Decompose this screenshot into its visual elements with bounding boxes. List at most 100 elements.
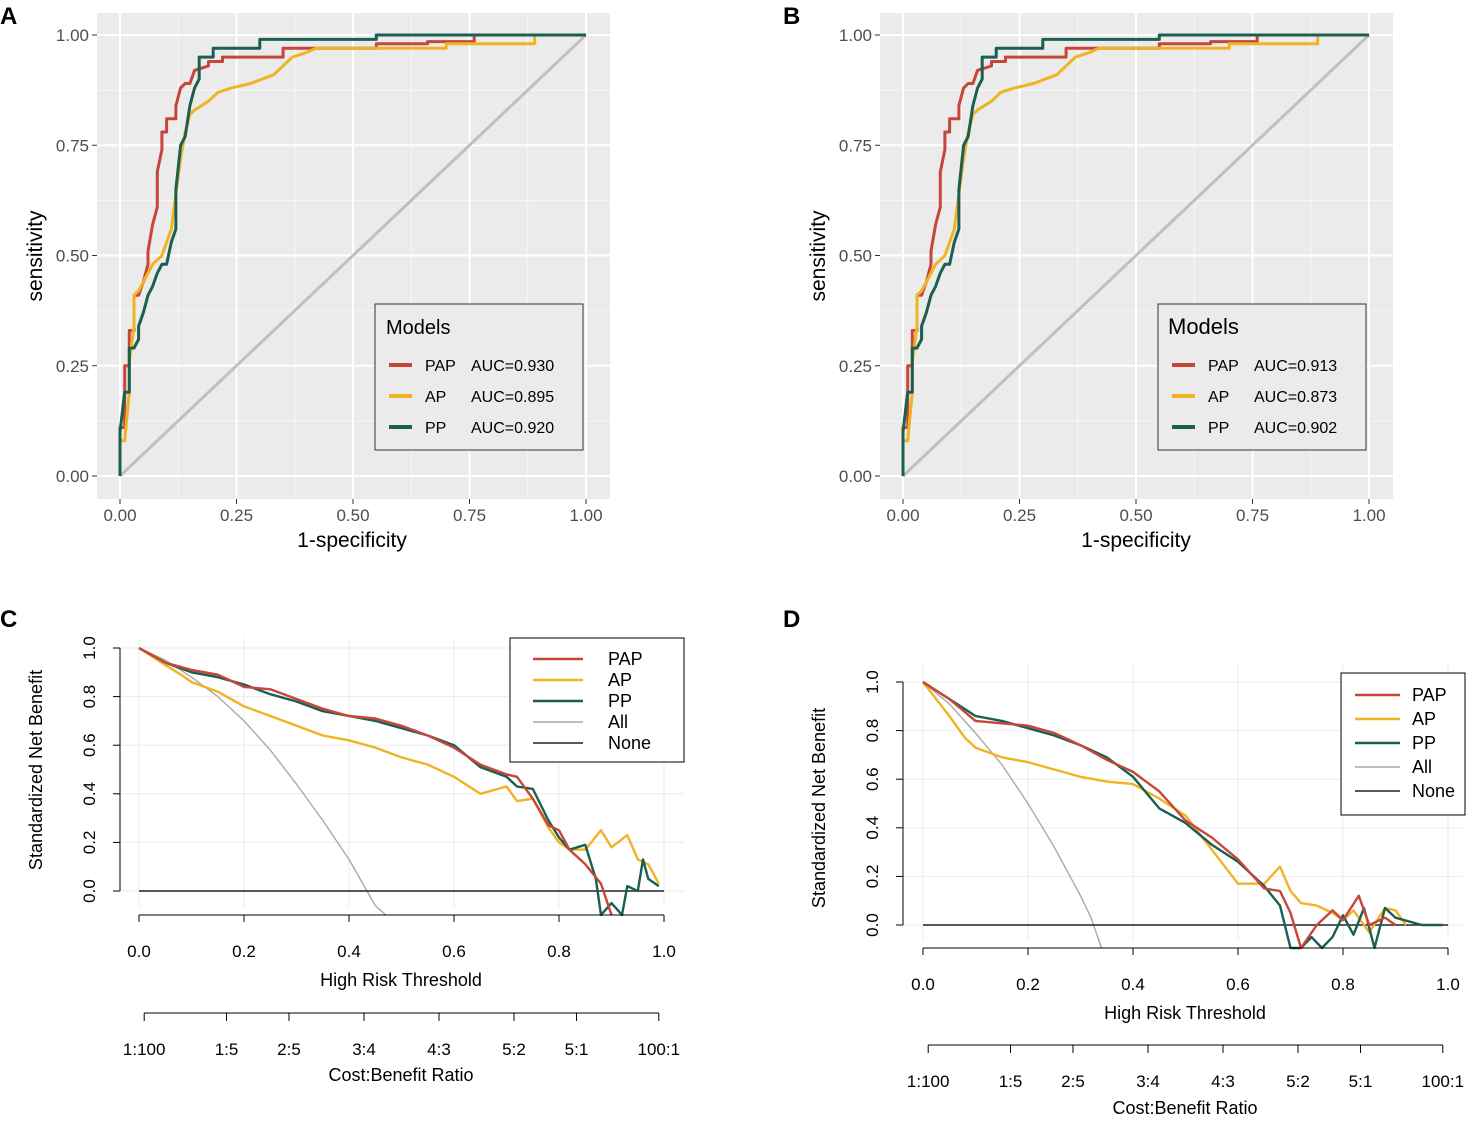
roc-A-legend-auc-PAP: AUC=0.930 (471, 358, 554, 375)
dca-D-xtick-label: 0.4 (1121, 975, 1145, 994)
panel-A: A 0.00 0.00 0.25 0.25 0.50 0.50 0.75 0.75 1.00 1.… (0, 3, 610, 552)
roc-B-ylabel: sensitivity (807, 210, 830, 302)
roc-B-ytick-label: 0.75 (839, 136, 872, 155)
dca-D-curve-All (922, 681, 1103, 949)
roc-B-xtick-label: 0.50 (1119, 506, 1152, 525)
roc-A-legend-title: Models (386, 317, 450, 339)
dca-D-ytick-label: 0.0 (863, 913, 882, 937)
dca-D-cost-benefit-tick-label: 4:3 (1211, 1072, 1235, 1091)
dca-C-curves (138, 646, 664, 917)
dca-D-xtick-label: 0.2 (1016, 975, 1040, 994)
dca-D-cost-benefit-label: Cost:Benefit Ratio (1112, 1098, 1257, 1118)
roc-A-xtick-label: 0.00 (103, 506, 136, 525)
roc-B-legend-auc-PP: AUC=0.902 (1254, 420, 1337, 437)
roc-A-legend-auc-PP: AUC=0.920 (471, 420, 554, 437)
roc-B-xtick-label: 0.25 (1003, 506, 1036, 525)
roc-A-axis-ticks: 0.00 0.00 0.25 0.25 0.50 0.50 0.75 0.75 1.00 1.00 (56, 26, 603, 525)
dca-D-curves (922, 680, 1448, 950)
roc-B-curve-PP (901, 33, 1369, 476)
roc-A-xtick-label: 1.00 (569, 506, 602, 525)
roc-B-ytick-label: 0.00 (839, 467, 872, 486)
roc-B-xtick-label: 0.75 (1236, 506, 1269, 525)
roc-A-curves (118, 33, 586, 476)
roc-A-legend: Models PAP AUC=0.930 AP AUC=0.895 PP AUC… (374, 303, 584, 451)
dca-D-xtick-label: 0.6 (1226, 975, 1250, 994)
panel-B: B 0.00 0.00 0.25 0.25 0.50 0.50 0.75 0.75 1.00 1.… (783, 3, 1393, 552)
roc-B-legend-auc-AP: AUC=0.873 (1254, 389, 1337, 406)
dca-D-cost-benefit-tick-label: 2:5 (1061, 1072, 1085, 1091)
roc-A-ylabel: sensitivity (24, 210, 47, 302)
roc-B-xtick-label: 0.00 (886, 506, 919, 525)
dca-C-cost-benefit-tick-label: 2:5 (277, 1040, 301, 1059)
dca-D-cost-benefit-tick-label: 5:2 (1286, 1072, 1310, 1091)
roc-B-ytick-label: 0.50 (839, 247, 872, 266)
panel-label-B: B (783, 3, 800, 30)
dca-C-cost-benefit-tick-label: 4:3 (427, 1040, 451, 1059)
dca-C-legend-label-AP: AP (608, 670, 632, 690)
roc-A-legend-auc-AP: AUC=0.895 (471, 389, 554, 406)
dca-C-ytick-label: 0.8 (80, 685, 99, 709)
dca-C-cost-benefit-tick-label: 100:1 (638, 1040, 681, 1059)
dca-C-xtick-label: 0.2 (232, 942, 256, 961)
dca-D-curve-PAP (922, 680, 1397, 950)
roc-B-ytick-label: 1.00 (839, 26, 872, 45)
dca-C-curve-All (138, 647, 387, 916)
roc-B-reference-diagonal (901, 33, 1371, 478)
dca-C-xtick-label: 0.4 (337, 942, 361, 961)
dca-D-xtick-label: 0.8 (1331, 975, 1355, 994)
dca-D-xlabel: High Risk Threshold (1104, 1003, 1266, 1023)
dca-D-cost-benefit-tick-label: 1:100 (907, 1072, 950, 1091)
dca-D-ylabel: Standardized Net Benefit (809, 708, 829, 908)
roc-B-legend-auc-PAP: AUC=0.913 (1254, 358, 1337, 375)
dca-C-xtick-label: 1.0 (652, 942, 676, 961)
roc-B-ytick-label: 0.25 (839, 357, 872, 376)
dca-C-cost-benefit-label: Cost:Benefit Ratio (328, 1065, 473, 1085)
dca-C-cost-benefit-tick-label: 3:4 (352, 1040, 376, 1059)
dca-C-legend-label-All: All (608, 712, 628, 732)
dca-C-legend: PAP AP PP All None (509, 637, 685, 763)
dca-C-legend-label-PP: PP (608, 691, 632, 711)
roc-A-curve-PP (118, 33, 586, 476)
roc-A-ytick-label: 0.75 (56, 136, 89, 155)
dca-D-legend-label-PP: PP (1412, 733, 1436, 753)
dca-C-axes: 0.0 0.2 0.4 0.6 0.8 1.0 0.0 0.2 0.4 0.6 0.8 1.0 1:10… (80, 636, 680, 1059)
dca-D-ytick-label: 1.0 (863, 670, 882, 694)
dca-C-ytick-label: 0.4 (80, 782, 99, 806)
dca-D-ytick-label: 0.2 (863, 865, 882, 889)
dca-C-xtick-label: 0.6 (442, 942, 466, 961)
dca-C-legend-label-None: None (608, 733, 651, 753)
roc-B-legend-name-PAP: PAP (1208, 358, 1239, 375)
roc-B-curves (901, 33, 1369, 476)
dca-C-ytick-label: 0.6 (80, 733, 99, 757)
roc-A-ytick-label: 0.25 (56, 357, 89, 376)
dca-D-legend-label-None: None (1412, 781, 1455, 801)
roc-A-xtick-label: 0.50 (336, 506, 369, 525)
roc-A-ytick-label: 1.00 (56, 26, 89, 45)
roc-B-legend-name-AP: AP (1208, 389, 1229, 406)
panel-C: C 0.0 0.2 0.4 0.6 0.8 1.0 0.0 0.2 0.4 0.6 0.8 1.0 1:… (0, 606, 685, 1085)
roc-B-legend: Models PAP AUC=0.913 AP AUC=0.873 PP AUC… (1157, 303, 1367, 451)
roc-A-xlabel: 1-specificity (297, 529, 407, 552)
dca-C-legend-label-PAP: PAP (608, 649, 643, 669)
dca-D-ytick-label: 0.6 (863, 767, 882, 791)
roc-A-legend-name-AP: AP (425, 389, 446, 406)
dca-D-curve-AP (922, 681, 1407, 934)
panel-D: D 0.0 0.2 0.4 0.6 0.8 1.0 0.0 0.2 0.4 0.6 0.8 1.0 1:… (783, 606, 1466, 1118)
panel-label-A: A (0, 3, 17, 30)
roc-A-legend-name-PP: PP (425, 420, 446, 437)
dca-D-cost-benefit-tick-label: 5:1 (1349, 1072, 1373, 1091)
dca-C-cost-benefit-tick-label: 1:5 (215, 1040, 239, 1059)
dca-D-legend-label-PAP: PAP (1412, 685, 1447, 705)
dca-C-curve-PAP (138, 646, 613, 916)
dca-C-ylabel: Standardized Net Benefit (26, 670, 46, 870)
roc-A-legend-name-PAP: PAP (425, 358, 456, 375)
dca-C-curve-PP (138, 646, 660, 917)
roc-B-xtick-label: 1.00 (1352, 506, 1385, 525)
dca-D-legend-label-AP: AP (1412, 709, 1436, 729)
dca-C-ytick-label: 0.0 (80, 879, 99, 903)
panel-label-C: C (0, 606, 17, 633)
dca-C-cost-benefit-tick-label: 5:2 (502, 1040, 526, 1059)
dca-C-xtick-label: 0.8 (547, 942, 571, 961)
roc-A-reference-diagonal (118, 33, 588, 478)
